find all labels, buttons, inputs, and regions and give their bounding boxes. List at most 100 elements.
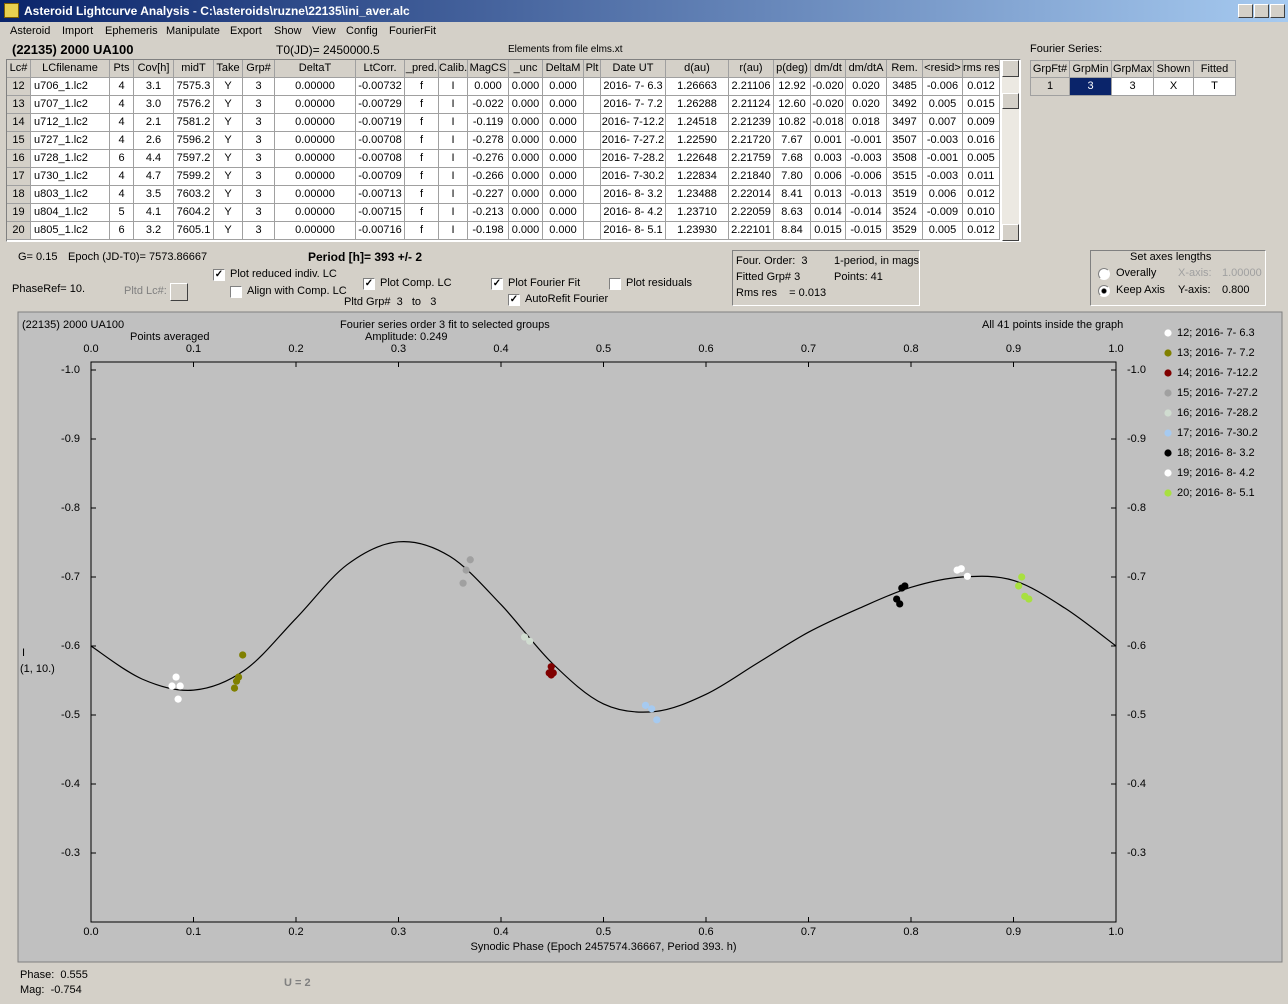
table-cell[interactable]: Y — [214, 132, 243, 150]
column-header[interactable]: Calib. — [439, 60, 468, 78]
table-cell[interactable]: 2.22014 — [729, 186, 774, 204]
table-cell[interactable]: I — [439, 150, 468, 168]
table-cell[interactable]: -0.00729 — [356, 96, 405, 114]
table-cell[interactable]: 8.63 — [774, 204, 811, 222]
table-cell[interactable]: Y — [214, 168, 243, 186]
table-cell[interactable]: 7581.2 — [174, 114, 214, 132]
table-cell[interactable]: f — [405, 78, 439, 96]
table-cell[interactable]: 0.011 — [963, 168, 1000, 186]
table-cell[interactable]: 7.68 — [774, 150, 811, 168]
fourier-cell[interactable]: T — [1194, 78, 1236, 96]
table-cell[interactable]: u712_1.lc2 — [31, 114, 110, 132]
table-cell[interactable]: 1.22590 — [666, 132, 729, 150]
table-cell[interactable]: u730_1.lc2 — [31, 168, 110, 186]
table-cell[interactable]: 0.000 — [509, 186, 543, 204]
scroll-thumb[interactable] — [1002, 93, 1019, 109]
table-cell[interactable]: 0.001 — [811, 132, 846, 150]
checkbox-label[interactable]: Plot Comp. LC — [380, 277, 452, 289]
pltd-lc-spinner[interactable] — [170, 283, 188, 301]
table-cell[interactable]: 0.00000 — [275, 204, 356, 222]
table-cell[interactable]: -0.001 — [846, 132, 887, 150]
table-cell[interactable]: -0.006 — [923, 78, 963, 96]
menu-item[interactable]: Config — [346, 25, 378, 37]
table-cell[interactable]: 0.000 — [543, 168, 584, 186]
column-header[interactable]: dm/dt — [811, 60, 846, 78]
table-cell[interactable] — [584, 78, 601, 96]
row-header[interactable]: 20 — [7, 222, 31, 240]
table-cell[interactable]: 0.000 — [509, 78, 543, 96]
table-cell[interactable]: 12.60 — [774, 96, 811, 114]
table-cell[interactable]: I — [439, 114, 468, 132]
fourier-cell[interactable]: 1 — [1030, 78, 1070, 96]
table-cell[interactable]: 3 — [243, 78, 275, 96]
table-cell[interactable]: 4 — [110, 78, 134, 96]
table-cell[interactable]: -0.020 — [811, 78, 846, 96]
table-cell[interactable]: 0.016 — [963, 132, 1000, 150]
scroll-up[interactable] — [1002, 60, 1019, 77]
column-header[interactable]: Date UT — [601, 60, 666, 78]
radio[interactable] — [1098, 285, 1110, 297]
table-cell[interactable]: u706_1.lc2 — [31, 78, 110, 96]
table-cell[interactable]: f — [405, 186, 439, 204]
table-cell[interactable]: 2.6 — [134, 132, 174, 150]
table-cell[interactable]: 1.23488 — [666, 186, 729, 204]
table-cell[interactable]: 0.000 — [543, 186, 584, 204]
table-cell[interactable] — [584, 132, 601, 150]
table-cell[interactable]: 2016- 7-28.2 — [601, 150, 666, 168]
table-cell[interactable]: 0.00000 — [275, 222, 356, 240]
column-header[interactable]: p(deg) — [774, 60, 811, 78]
table-cell[interactable]: -0.266 — [468, 168, 509, 186]
table-cell[interactable]: 0.000 — [543, 222, 584, 240]
checkbox-label[interactable]: AutoRefit Fourier — [525, 293, 609, 305]
table-cell[interactable]: 0.000 — [509, 168, 543, 186]
table-cell[interactable]: 4 — [110, 186, 134, 204]
table-cell[interactable]: -0.013 — [846, 186, 887, 204]
table-cell[interactable]: -0.003 — [923, 132, 963, 150]
table-cell[interactable]: 3.0 — [134, 96, 174, 114]
table-cell[interactable]: 0.000 — [509, 114, 543, 132]
column-header[interactable]: LCfilename — [31, 60, 110, 78]
table-cell[interactable]: 0.00000 — [275, 168, 356, 186]
table-cell[interactable]: 1.22834 — [666, 168, 729, 186]
column-header[interactable]: LtCorr. — [356, 60, 405, 78]
minimize-button[interactable] — [1238, 4, 1253, 18]
table-cell[interactable]: 8.84 — [774, 222, 811, 240]
column-header[interactable]: DeltaM — [543, 60, 584, 78]
table-cell[interactable]: 0.000 — [543, 114, 584, 132]
table-cell[interactable]: 4.1 — [134, 204, 174, 222]
table-cell[interactable]: 2016- 7- 7.2 — [601, 96, 666, 114]
column-header[interactable]: rms res — [963, 60, 1000, 78]
row-header[interactable]: 14 — [7, 114, 31, 132]
table-cell[interactable]: 0.006 — [923, 186, 963, 204]
table-cell[interactable]: 3 — [243, 96, 275, 114]
table-cell[interactable]: 1.23930 — [666, 222, 729, 240]
column-header[interactable]: midT — [174, 60, 214, 78]
table-cell[interactable]: u803_1.lc2 — [31, 186, 110, 204]
table-cell[interactable]: 4 — [110, 132, 134, 150]
table-cell[interactable]: 0.000 — [509, 132, 543, 150]
table-cell[interactable]: -0.00708 — [356, 150, 405, 168]
table-cell[interactable]: Y — [214, 222, 243, 240]
checkbox[interactable]: ✓ — [491, 278, 503, 290]
table-cell[interactable]: 3 — [243, 132, 275, 150]
table-cell[interactable]: 7.80 — [774, 168, 811, 186]
column-header[interactable]: Lc# — [7, 60, 31, 78]
table-cell[interactable]: 7603.2 — [174, 186, 214, 204]
table-cell[interactable]: 2016- 7-27.2 — [601, 132, 666, 150]
close-button[interactable] — [1270, 4, 1285, 18]
column-header[interactable]: Cov[h] — [134, 60, 174, 78]
table-cell[interactable]: 7576.2 — [174, 96, 214, 114]
table-cell[interactable]: 3508 — [887, 150, 923, 168]
table-cell[interactable]: 0.000 — [509, 204, 543, 222]
table-cell[interactable]: 0.00000 — [275, 96, 356, 114]
table-cell[interactable]: 1.26663 — [666, 78, 729, 96]
table-cell[interactable]: f — [405, 150, 439, 168]
table-cell[interactable]: 3497 — [887, 114, 923, 132]
table-cell[interactable]: 7599.2 — [174, 168, 214, 186]
table-cell[interactable]: -0.278 — [468, 132, 509, 150]
table-cell[interactable]: Y — [214, 114, 243, 132]
fourier-header[interactable]: Shown — [1154, 60, 1194, 78]
table-cell[interactable]: f — [405, 204, 439, 222]
table-cell[interactable]: -0.227 — [468, 186, 509, 204]
menu-item[interactable]: Manipulate — [166, 25, 220, 37]
